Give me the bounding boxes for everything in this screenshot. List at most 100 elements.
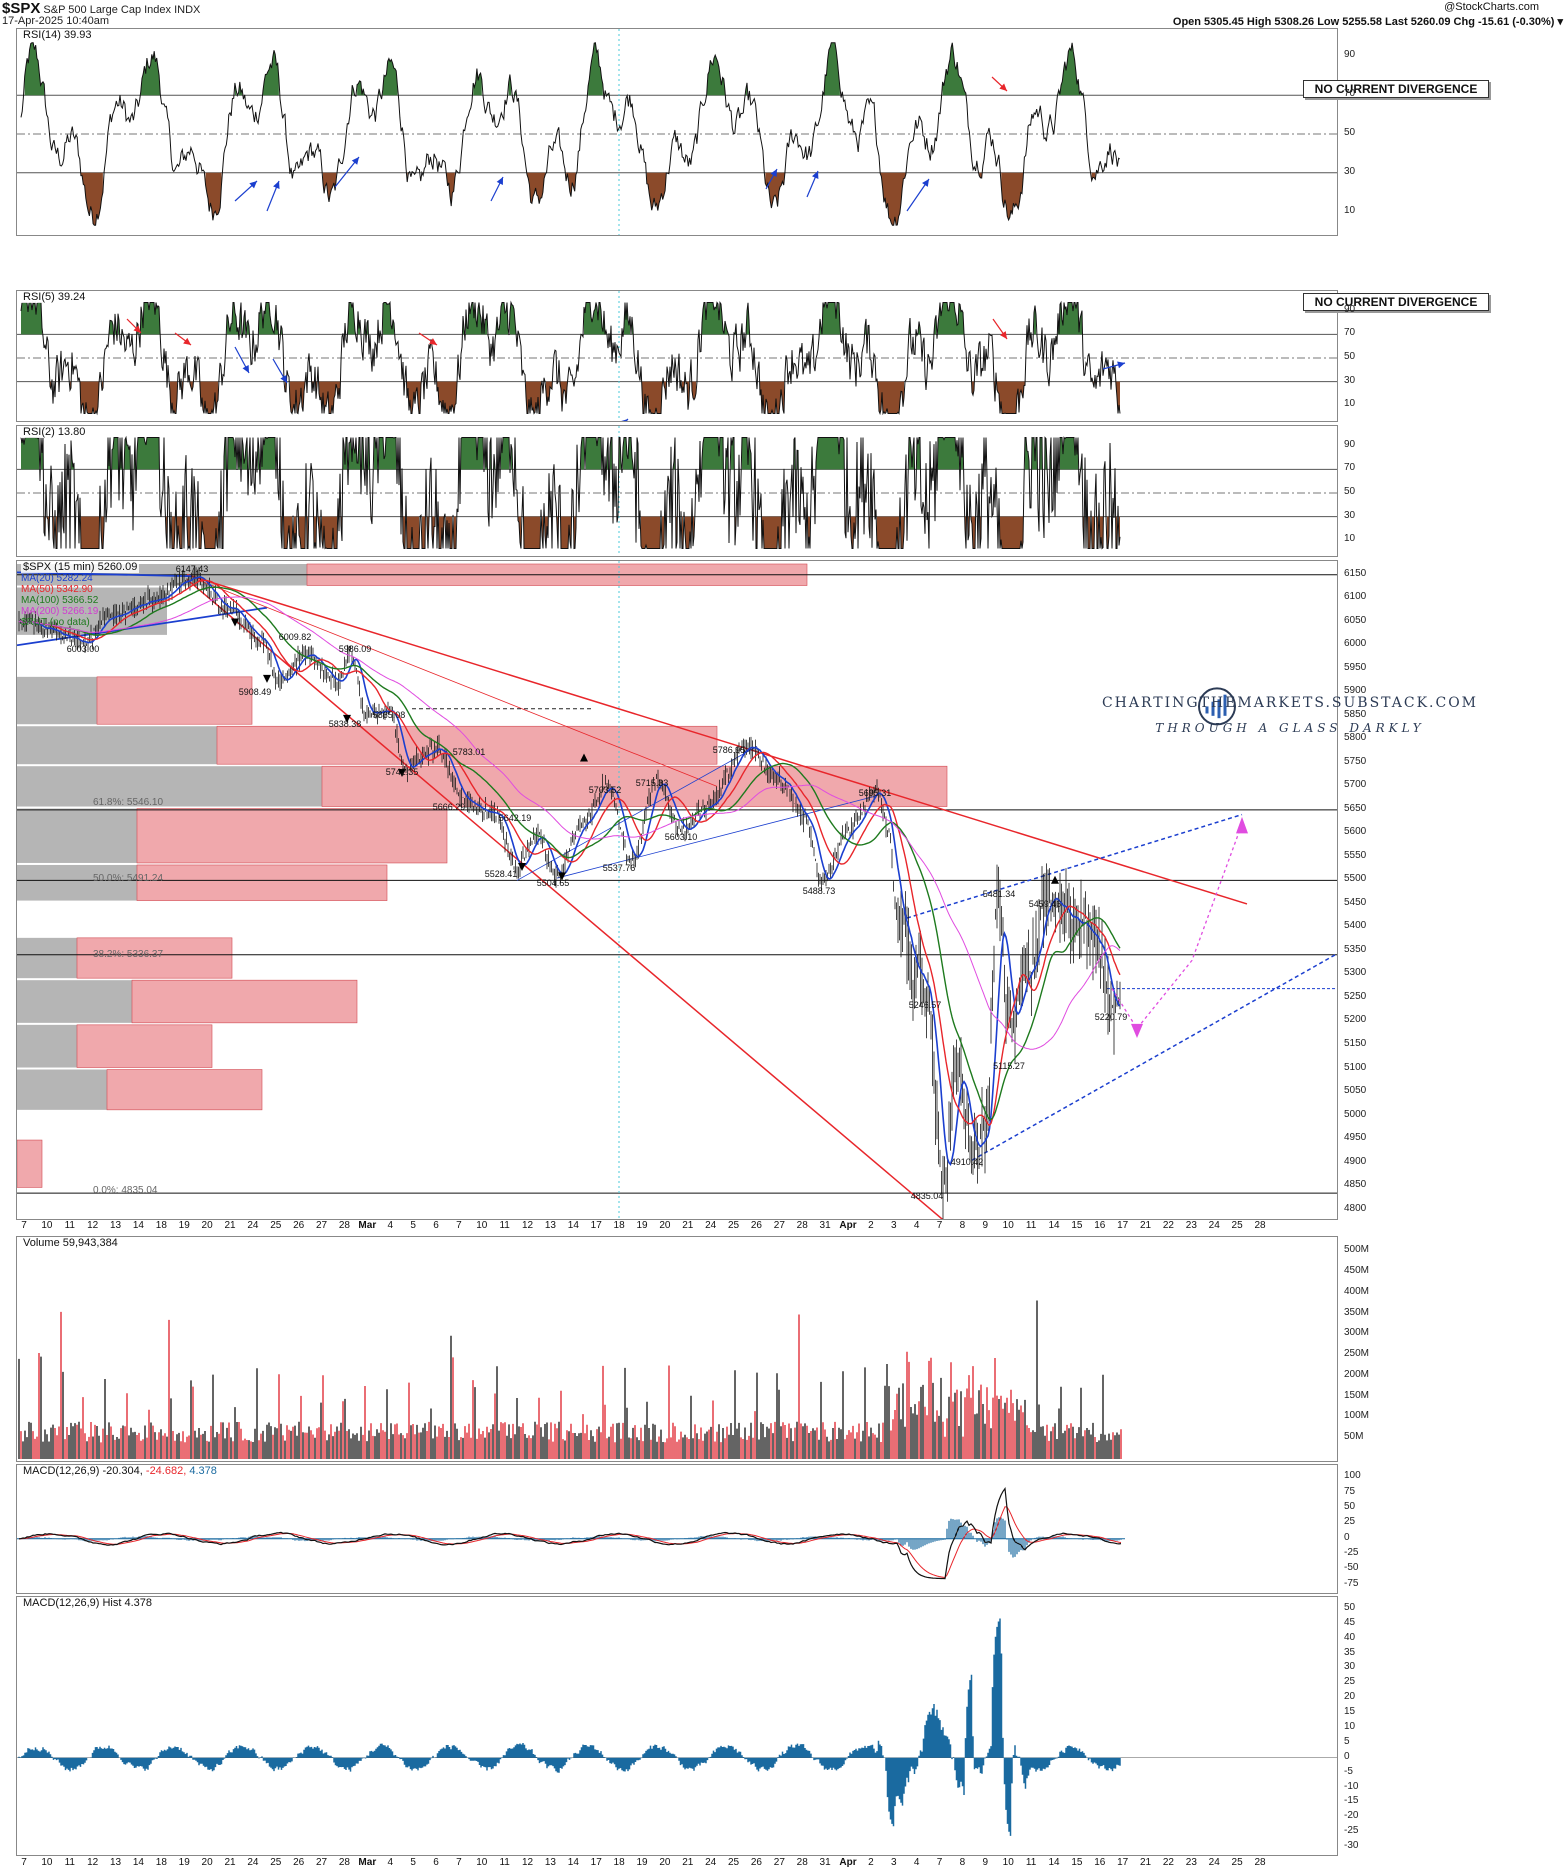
x-tick-label: 18: [155, 1220, 167, 1231]
macd-hist-y-axis: 50 45 40 35 30 25 20 15 10 5 0 -5 -10 -15 -20 -25 -30: [1340, 1596, 1390, 1856]
volume-y-axis: 500M 450M 400M 350M 300M 250M 200M 150M 100M 50M: [1340, 1236, 1390, 1462]
y-tick-label: 4950: [1344, 1132, 1367, 1144]
legend-ma200: MA(200) 5266.19: [21, 606, 99, 617]
bull-divergence-arrow-head: [770, 169, 777, 177]
x-tick-label: 28: [796, 1220, 808, 1231]
y-tick-label: 30: [1344, 1661, 1356, 1673]
price-point-label: 5115.27: [993, 1061, 1025, 1072]
watermark: CHARTINGTHEMARKETS.SUBSTACK.COM THROUGH …: [1100, 695, 1480, 735]
x-tick-label: 10: [476, 1857, 488, 1868]
y-tick-label: 5650: [1344, 802, 1367, 814]
y-tick-label: 5800: [1344, 732, 1367, 744]
x-tick-label: 19: [636, 1857, 648, 1868]
bear-divergence-arrow-head: [183, 337, 191, 345]
volume-by-price-up: [17, 1069, 107, 1110]
y-tick-label: 45: [1344, 1616, 1356, 1628]
bull-divergence-arrow-head: [1117, 361, 1125, 369]
y-tick-label: 50: [1344, 1601, 1356, 1613]
rsi-line: [20, 42, 1121, 226]
x-tick-label: 7: [456, 1857, 462, 1868]
y-tick-label: 5550: [1344, 849, 1367, 861]
y-tick-label: 5300: [1344, 967, 1367, 979]
y-tick-label: 100: [1344, 1470, 1361, 1482]
rsi2-label: RSI(2) 13.80: [21, 426, 88, 438]
bull-divergence-arrow-head: [811, 171, 819, 179]
x-tick-label: 20: [659, 1857, 671, 1868]
bull-divergence-arrow-head: [249, 181, 257, 189]
x-tick-label: 5: [410, 1220, 416, 1231]
y-tick-label: 10: [1344, 533, 1356, 545]
x-tick-label: 28: [796, 1857, 808, 1868]
y-tick-label: 10: [1344, 398, 1356, 410]
x-tick-label: 14: [567, 1857, 579, 1868]
x-tick-label: 6: [433, 1220, 439, 1231]
down-arrow-marker: [343, 714, 351, 723]
rsi-oversold-fill: [44, 516, 1120, 549]
x-tick-label: 12: [87, 1220, 99, 1231]
y-tick-label: 5100: [1344, 1061, 1367, 1073]
macd-label-signal: -24.682,: [145, 1465, 187, 1477]
rsi5-label: RSI(5) 39.24: [21, 291, 88, 303]
x-tick-label: 6: [433, 1857, 439, 1868]
x-tick-label: 10: [41, 1857, 53, 1868]
price-plot: [17, 561, 1337, 1219]
volume-by-price-down: [136, 864, 388, 901]
y-tick-label: -25: [1344, 1547, 1359, 1559]
y-tick-label: 50M: [1344, 1431, 1364, 1443]
x-tick-label: 18: [613, 1220, 625, 1231]
x-tick-label: 20: [201, 1857, 213, 1868]
rsi5-panel: RSI(5) 39.24: [16, 290, 1338, 422]
y-tick-label: 300M: [1344, 1327, 1370, 1339]
down-arrow-marker: [263, 674, 271, 683]
x-tick-label: 23: [1185, 1220, 1197, 1231]
bull-divergence-arrow-head: [351, 157, 359, 165]
down-arrow-marker: [231, 618, 239, 627]
y-tick-label: 90: [1344, 49, 1356, 61]
fib-50-label: 50.0%: 5491.24: [93, 873, 164, 884]
x-tick-label: 17: [1117, 1220, 1129, 1231]
x-tick-label: 27: [315, 1857, 328, 1868]
x-tick-label: 25: [727, 1220, 740, 1231]
price-point-label: 4910.42: [950, 1156, 984, 1167]
x-tick-label: 26: [750, 1220, 762, 1231]
y-tick-label: 30: [1344, 374, 1356, 386]
price-point-label: 5528.41: [484, 868, 518, 879]
y-tick-label: 250M: [1344, 1348, 1370, 1360]
x-tick-label: 11: [499, 1220, 510, 1231]
ma20-line: [18, 576, 1121, 1167]
fib-0-label: 0.0%: 4835.04: [93, 1185, 158, 1196]
y-tick-label: 4800: [1344, 1202, 1367, 1214]
rsi2-y-axis: 90 70 50 30 10: [1340, 425, 1390, 557]
projection-path: [1111, 823, 1243, 1030]
y-tick-label: 450M: [1344, 1265, 1370, 1277]
symbol: $SPX: [2, 0, 41, 17]
y-tick-label: 5150: [1344, 1038, 1367, 1049]
price-point-label: 4835.04: [910, 1191, 944, 1202]
x-tick-label: 24: [705, 1857, 717, 1868]
volume-by-price-up: [17, 937, 77, 979]
volume-by-price-down: [131, 979, 358, 1024]
timestamp: 17-Apr-2025 10:40am: [2, 15, 110, 27]
y-tick-label: 6050: [1344, 614, 1367, 626]
bull-divergence-arrow-head: [621, 419, 628, 421]
y-tick-label: -50: [1344, 1562, 1359, 1574]
x-tick-label: 10: [476, 1220, 488, 1231]
rsi-overbought-fill: [21, 437, 1105, 470]
price-point-label: 5742.35: [385, 767, 419, 778]
rsi-line: [20, 435, 1121, 551]
x-tick-label: 28: [338, 1857, 350, 1868]
y-tick-label: 0: [1344, 1531, 1350, 1543]
volume-by-price-up: [17, 864, 137, 901]
x-tick-label: 7: [21, 1857, 27, 1868]
bear-divergence-arrow-head: [133, 325, 141, 333]
price-label: $SPX (15 min) 5260.09: [21, 561, 140, 573]
price-point-label: 5783.01: [452, 746, 486, 757]
y-tick-label: 20: [1344, 1691, 1356, 1703]
rsi2-plot: [17, 426, 1337, 556]
y-tick-label: 5600: [1344, 826, 1367, 838]
x-tick-label: 9: [982, 1220, 989, 1231]
x-tick-label: 11: [499, 1857, 510, 1868]
volume-bars-down: [20, 1311, 1122, 1459]
x-tick-label: 14: [567, 1220, 579, 1231]
ma100-line: [18, 586, 1121, 1121]
